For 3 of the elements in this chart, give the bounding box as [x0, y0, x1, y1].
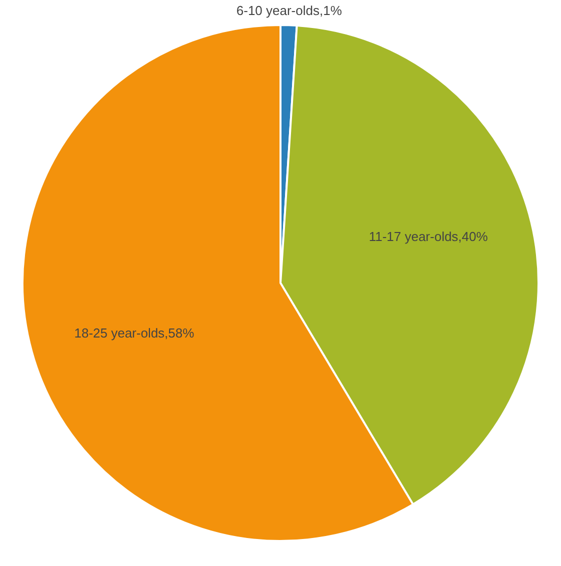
slice-label: 11-17 year-olds,40% [368, 229, 488, 244]
slice-label: 6-10 year-olds,1% [236, 3, 342, 18]
slice-label: 18-25 year-olds,58% [74, 326, 195, 341]
